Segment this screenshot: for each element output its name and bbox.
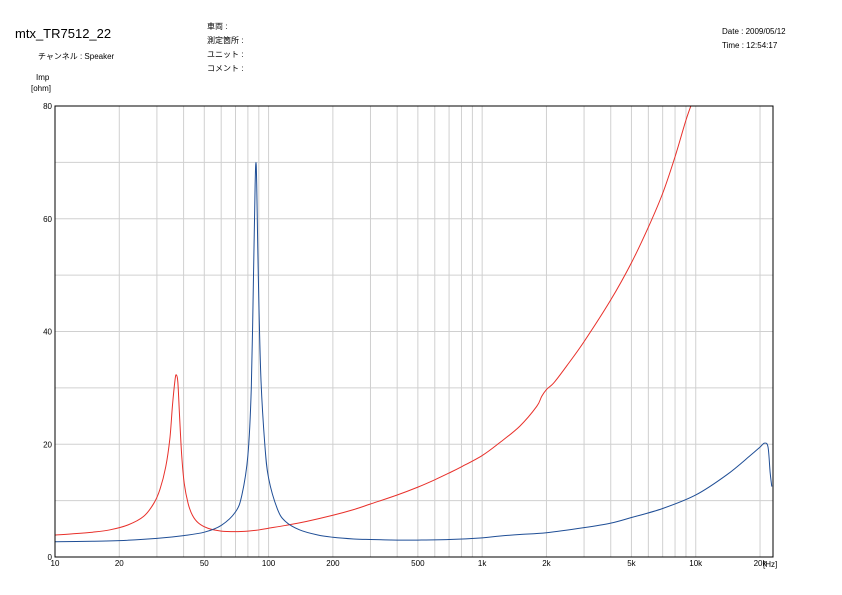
- y-tick-label: 40: [43, 328, 52, 337]
- tick-labels: 10 20 50 100 200 500 1k 2k 5k 10k 20k 0 20 40 60 80: [43, 102, 767, 568]
- x-tick-label: 20: [115, 559, 124, 568]
- x-axis-unit: [Hz]: [763, 560, 777, 569]
- x-tick-label: 20k: [754, 559, 768, 568]
- y-axis-label: Imp: [36, 73, 50, 82]
- x-tick-label: 500: [411, 559, 425, 568]
- y-tick-label: 20: [43, 440, 52, 449]
- axis-labels: Imp [ohm] [Hz]: [31, 73, 777, 569]
- y-tick-label: 0: [48, 553, 53, 562]
- x-tick-label: 1k: [478, 559, 487, 568]
- x-tick-label: 10k: [689, 559, 703, 568]
- x-tick-label: 10: [51, 559, 60, 568]
- x-tick-label: 50: [200, 559, 209, 568]
- field-location: 測定箇所 :: [207, 36, 244, 45]
- time-label: Time : 12:54:17: [722, 41, 778, 50]
- field-unit: ユニット :: [207, 50, 244, 59]
- series-layer: [55, 106, 773, 543]
- x-tick-label: 200: [326, 559, 340, 568]
- impedance-series-blue: [55, 161, 773, 543]
- channel-label: チャンネル : Speaker: [38, 52, 115, 61]
- chart-grid: [55, 106, 773, 557]
- plot-frame: [54, 105, 774, 558]
- x-tick-label: 2k: [542, 559, 551, 568]
- y-tick-label: 60: [43, 215, 52, 224]
- datetime-block: Date : 2009/05/12 Time : 12:54:17: [722, 25, 786, 53]
- field-vehicle: 車両 :: [207, 22, 228, 31]
- field-comment: コメント :: [207, 64, 244, 73]
- y-tick-label: 80: [43, 102, 52, 111]
- metadata-fields: 車両 : 測定箇所 : ユニット : コメント :: [207, 20, 243, 76]
- x-tick-label: 5k: [627, 559, 636, 568]
- x-tick-label: 100: [262, 559, 276, 568]
- measurement-title: mtx_TR7512_22: [15, 26, 112, 41]
- impedance-series-red: [55, 106, 692, 536]
- y-axis-unit: [ohm]: [31, 84, 51, 93]
- date-label: Date : 2009/05/12: [722, 27, 786, 36]
